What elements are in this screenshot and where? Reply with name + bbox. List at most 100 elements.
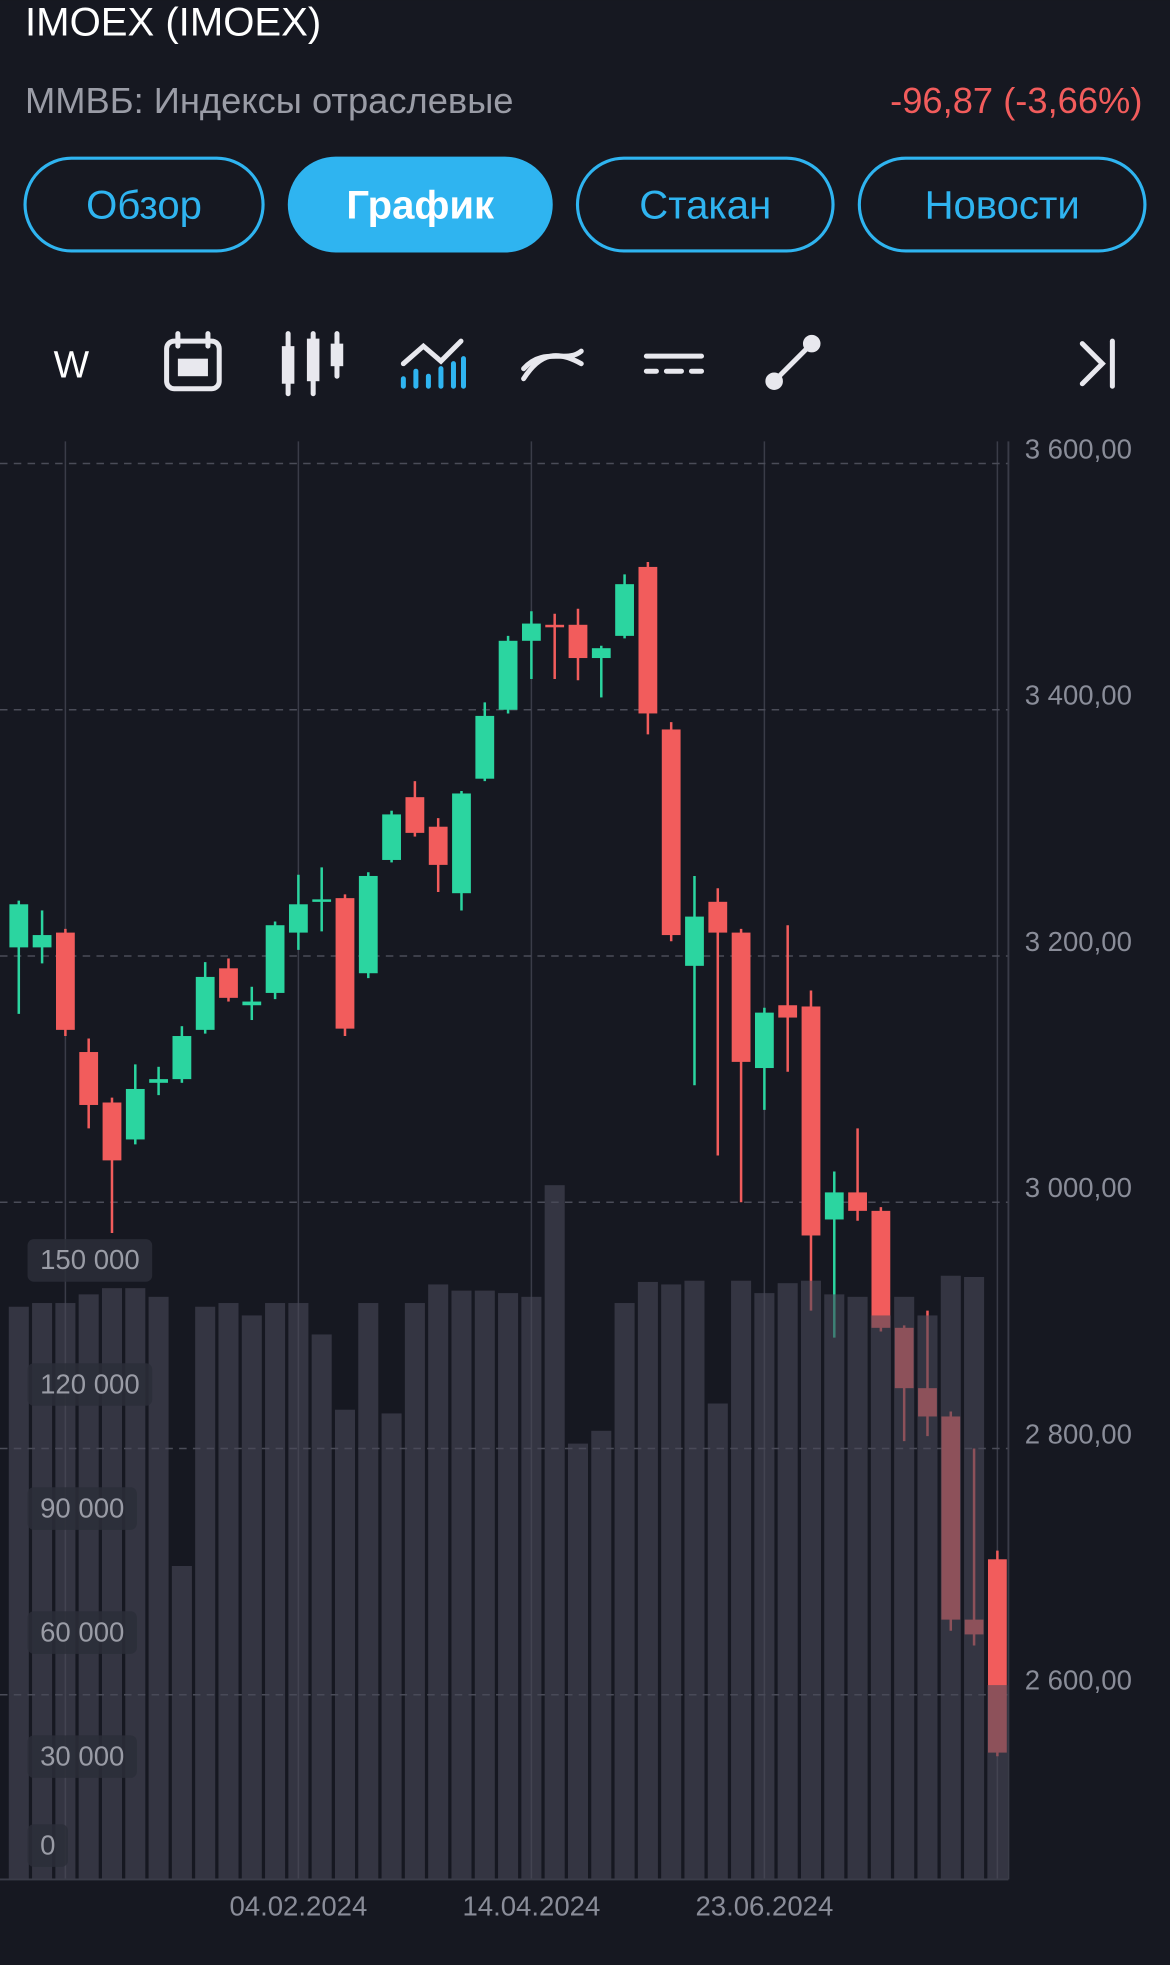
- volume-label-bg: [27, 1611, 137, 1654]
- volume-bar: [824, 1294, 845, 1880]
- y-tick-label: 3 600,00: [1025, 433, 1132, 464]
- candle-body: [312, 899, 332, 902]
- tab[interactable]: [287, 156, 553, 253]
- volume-bar: [707, 1403, 728, 1880]
- volume-tick-label: 120 000: [40, 1368, 140, 1399]
- volume-bar: [591, 1430, 612, 1880]
- candle-body: [335, 898, 355, 1029]
- subtitle: ММВБ: Индексы отраслевые: [25, 80, 513, 121]
- volume-bar: [847, 1296, 868, 1880]
- candle-body: [125, 1088, 145, 1140]
- volume-bar: [964, 1276, 985, 1880]
- candle-body: [591, 648, 611, 659]
- y-tick-label: 3 200,00: [1025, 926, 1132, 957]
- volume-bar: [218, 1303, 239, 1880]
- volume-bar: [754, 1293, 775, 1880]
- volume-bar: [800, 1280, 822, 1880]
- indicators-icon[interactable]: [400, 338, 466, 389]
- candle-body: [824, 1192, 844, 1220]
- volume-label-bg: [27, 1239, 153, 1282]
- volume-bar: [8, 1306, 29, 1880]
- volume-bar: [334, 1409, 356, 1880]
- volume-tick-label: 90 000: [40, 1492, 124, 1523]
- candle-body: [79, 1052, 99, 1105]
- y-tick-label: 3 400,00: [1025, 680, 1132, 711]
- volume-bar: [567, 1443, 589, 1880]
- tab-label[interactable]: Обзор: [86, 183, 202, 227]
- candles-icon[interactable]: [281, 331, 344, 397]
- y-tick-label: 3 000,00: [1025, 1172, 1132, 1203]
- candle-body: [661, 729, 681, 936]
- volume-bar: [78, 1294, 99, 1880]
- draw-icon[interactable]: [765, 334, 821, 390]
- tab-label[interactable]: Стакан: [639, 183, 771, 227]
- candle-body: [172, 1036, 192, 1080]
- volume-bar: [544, 1185, 565, 1880]
- volume-bar: [195, 1306, 216, 1880]
- price-change: -96,87 (-3,66%): [890, 80, 1142, 121]
- candle-body: [568, 624, 588, 659]
- volume-bar: [521, 1296, 542, 1880]
- candle-body: [149, 1079, 168, 1083]
- volume-bar: [32, 1303, 53, 1880]
- volume-bar: [894, 1296, 915, 1880]
- volume-bar: [870, 1315, 891, 1880]
- candle-body: [219, 968, 238, 998]
- tab[interactable]: [857, 156, 1147, 253]
- volume-bar: [940, 1275, 961, 1880]
- tab-bar: Обзор График Стакан Новости: [23, 156, 1147, 253]
- tab[interactable]: [575, 156, 835, 253]
- volume-bar: [661, 1284, 682, 1880]
- candle-body: [754, 1012, 774, 1069]
- scroll-end-icon[interactable]: [1079, 338, 1115, 389]
- candle-body: [102, 1102, 122, 1161]
- volume-bar: [684, 1280, 705, 1880]
- candle-body: [708, 901, 728, 933]
- candle-body: [475, 715, 495, 779]
- volume-bar: [125, 1288, 146, 1880]
- x-tick-label: 04.02.2024: [229, 1891, 367, 1922]
- candle-body: [498, 640, 518, 710]
- volume-bar: [241, 1315, 262, 1880]
- volume-bar: [451, 1290, 472, 1880]
- volume-bar: [358, 1303, 379, 1880]
- tab[interactable]: [23, 156, 265, 253]
- candle-body: [382, 814, 401, 860]
- candle-body: [685, 916, 704, 966]
- candle-body: [405, 797, 425, 833]
- title: IMOEX (IMOEX): [25, 0, 321, 44]
- volume-bar: [917, 1315, 938, 1880]
- tab-label[interactable]: Новости: [925, 183, 1080, 227]
- candle-body: [801, 1006, 821, 1236]
- volume-bar: [614, 1303, 635, 1880]
- volume-bar: [381, 1413, 402, 1880]
- volume-label-bg: [27, 1487, 137, 1530]
- candle-body: [358, 875, 378, 974]
- calendar-icon[interactable]: [164, 331, 222, 392]
- volume-bar: [171, 1566, 192, 1880]
- volume-bar: [311, 1334, 332, 1880]
- plot-area: 2 600,00 2 800,00 3 000,00 3 200,00 3 400,00…: [0, 433, 1132, 1922]
- volume-label-bg: [27, 1363, 153, 1406]
- candle-body: [871, 1210, 891, 1328]
- volume-bar: [777, 1283, 798, 1880]
- volume-bar: [987, 1685, 1008, 1880]
- candle-body: [615, 584, 634, 636]
- candle-body: [545, 624, 565, 628]
- volume-tick-label: 60 000: [40, 1616, 124, 1647]
- candle-body: [195, 976, 215, 1030]
- candle-body: [452, 793, 471, 894]
- volume-bar: [498, 1293, 519, 1880]
- trend-icon[interactable]: [521, 348, 584, 382]
- tab-label[interactable]: График: [346, 183, 495, 227]
- lines-icon[interactable]: [643, 353, 705, 374]
- volume-bar: [288, 1303, 309, 1880]
- interval-button[interactable]: W: [54, 343, 90, 385]
- volume-bar: [265, 1303, 286, 1880]
- candle-body: [731, 932, 751, 1062]
- candle-body: [32, 935, 52, 948]
- volume-tick-label: 30 000: [40, 1740, 124, 1771]
- volume-bar: [148, 1296, 169, 1880]
- candle-body: [638, 566, 658, 714]
